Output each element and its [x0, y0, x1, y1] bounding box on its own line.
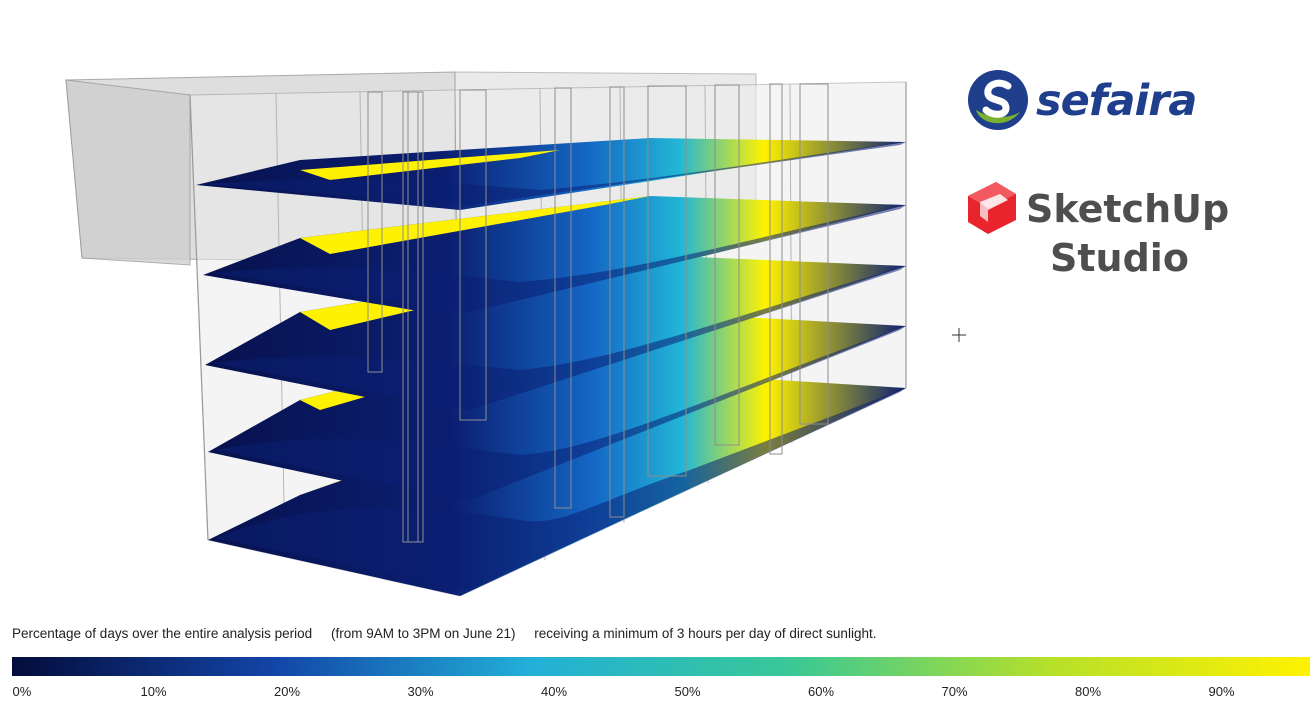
- building-sunlight-visualization: [65, 71, 907, 597]
- tick-label: 60%: [807, 684, 835, 699]
- caption-part-1: Percentage of days over the entire analy…: [12, 626, 313, 641]
- columns: [367, 83, 829, 543]
- tick-label: 50%: [674, 684, 701, 699]
- sketchup-logo: SketchUp Studio: [964, 180, 1254, 290]
- tick-label: 40%: [540, 684, 568, 699]
- sketchup-emblem-icon: [968, 182, 1016, 234]
- sefaira-logo: sefaira: [966, 68, 1206, 138]
- tick-label: 0%: [12, 684, 32, 699]
- color-scale-ticks: 0% 10% 20% 30% 40% 50% 60% 70% 80% 90%: [0, 684, 1310, 704]
- sefaira-emblem-icon: [968, 70, 1028, 130]
- tick-label: 10%: [140, 684, 167, 699]
- tick-label: 70%: [941, 684, 968, 699]
- tick-label: 30%: [407, 684, 434, 699]
- sketchup-wordmark: SketchUp: [1026, 187, 1230, 231]
- legend-caption: Percentage of days over the entire analy…: [12, 626, 876, 641]
- caption-part-3: receiving a minimum of 3 hours per day o…: [534, 626, 877, 641]
- tick-label: 90%: [1208, 684, 1235, 699]
- tick-label: 20%: [273, 684, 301, 699]
- caption-part-2: (from 9AM to 3PM on June 21): [330, 626, 516, 641]
- floor-plate-5: [196, 138, 906, 210]
- studio-wordmark: Studio: [1050, 236, 1189, 280]
- crosshair-cursor-icon: [952, 328, 966, 342]
- color-scale-bar: [12, 657, 1310, 676]
- sefaira-wordmark: sefaira: [1036, 76, 1197, 126]
- tick-label: 80%: [1074, 684, 1102, 699]
